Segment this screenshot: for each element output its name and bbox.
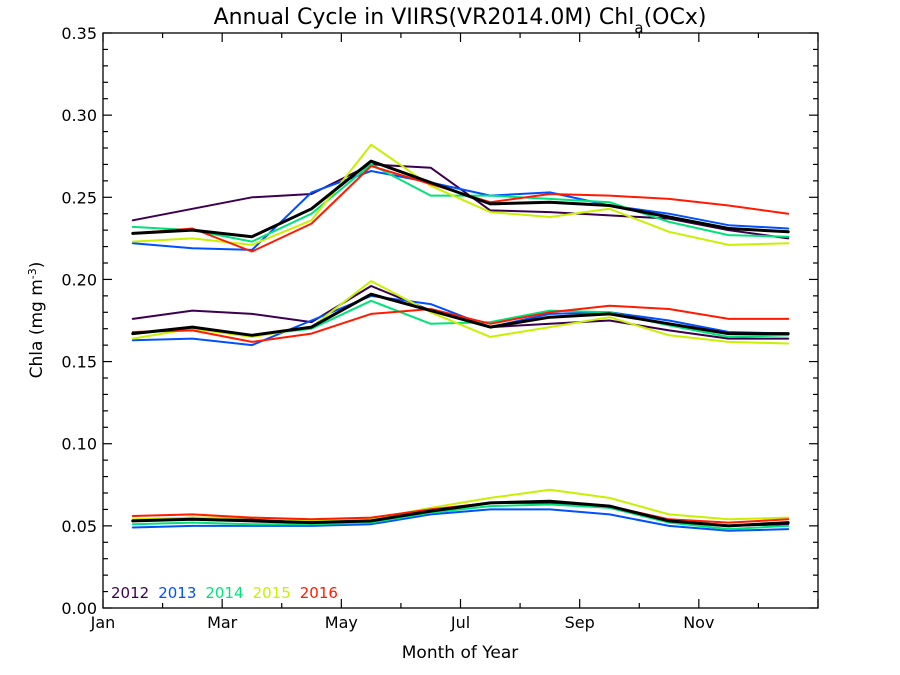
y-tick-label: 0.10 <box>61 435 97 454</box>
legend-layer: 2012 2013 2014 2015 2016 <box>111 584 338 602</box>
x-tick-label: Nov <box>683 613 714 632</box>
chart-title: Annual Cycle in VIIRS(VR2014.0M) Chla(OC… <box>214 5 707 37</box>
legend-item-2013: 2013 <box>158 584 196 602</box>
chart-title-main: Annual Cycle in VIIRS(VR2014.0M) Chl <box>214 5 635 30</box>
series-line-middle-2015 <box>131 280 790 345</box>
y-axis-label-superscript: -3 <box>26 268 39 279</box>
x-tick-label: Jan <box>90 613 116 632</box>
series-line-upper-mean-mean <box>131 159 790 239</box>
series-line-middle-2016 <box>131 304 790 343</box>
y-tick-label: 0.00 <box>61 599 97 618</box>
y-axis-label: Chla (mg m-3) <box>26 262 48 379</box>
y-tick-label: 0.30 <box>61 106 97 125</box>
x-tick-label: Sep <box>565 613 595 632</box>
series-layer <box>131 143 790 532</box>
legend-item-2016: 2016 <box>300 584 338 602</box>
series-line-upper-2013 <box>131 170 790 251</box>
chart-title-suffix: (OCx) <box>644 5 707 30</box>
y-tick-label: 0.05 <box>61 517 97 536</box>
series-line-upper-2015 <box>131 143 790 246</box>
legend-item-2012: 2012 <box>111 584 149 602</box>
ticks-layer: 0.00 0.05 0.10 0.15 0.20 0.25 0.30 0.35 Jan Mar Ma… <box>61 24 819 632</box>
x-tick-label: Jul <box>450 613 470 632</box>
y-tick-label: 0.20 <box>61 270 97 289</box>
series-line-lower-mean-mean <box>131 499 790 528</box>
x-axis-label: Month of Year <box>402 643 518 663</box>
legend-item-2015: 2015 <box>253 584 291 602</box>
x-tick-label: Mar <box>207 613 238 632</box>
x-tick-label: May <box>325 613 358 632</box>
y-axis-label-end: ) <box>27 262 47 269</box>
series-line-middle-mean-mean <box>131 292 790 337</box>
series-line-lower-2014 <box>131 503 790 531</box>
legend-item-2014: 2014 <box>205 584 243 602</box>
series-line-lower-2013 <box>131 508 790 532</box>
series-line-upper-2016 <box>131 165 790 253</box>
y-tick-label: 0.25 <box>61 188 97 207</box>
series-line-upper-2014 <box>131 163 790 243</box>
legend: 2012 2013 2014 2015 2016 <box>111 584 338 602</box>
y-axis-label-main: Chla (mg m <box>27 279 47 378</box>
y-tick-label: 0.15 <box>61 353 97 372</box>
y-tick-label: 0.35 <box>61 24 97 43</box>
chart-title-subscript: a <box>634 19 643 37</box>
